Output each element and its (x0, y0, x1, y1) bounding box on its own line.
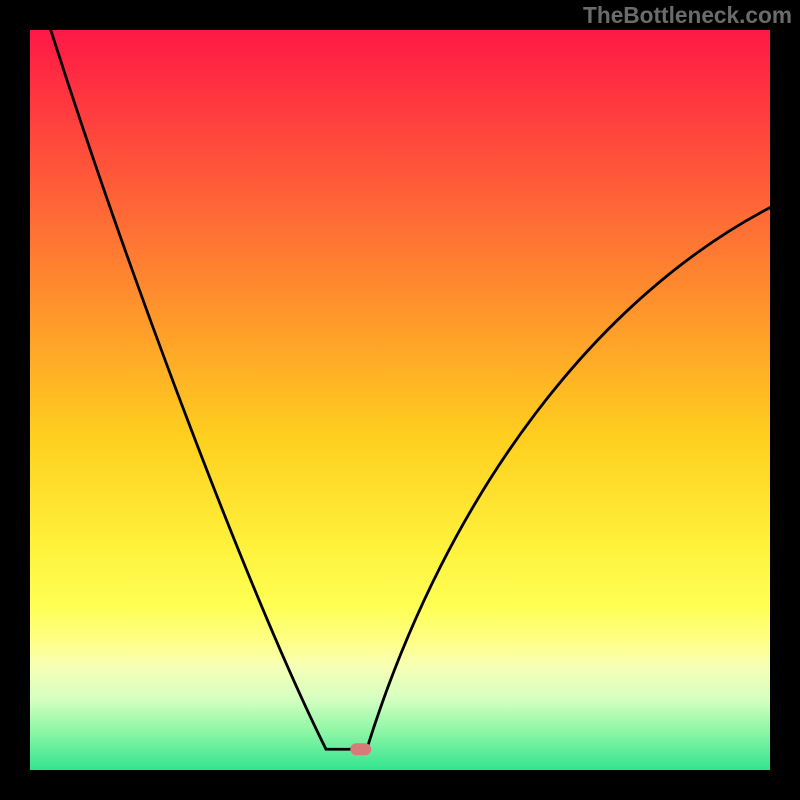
plot-area (30, 30, 770, 770)
bottleneck-chart-svg (30, 30, 770, 770)
outer-frame: TheBottleneck.com (0, 0, 800, 800)
watermark-text: TheBottleneck.com (583, 2, 792, 29)
bottleneck-marker (351, 744, 371, 755)
